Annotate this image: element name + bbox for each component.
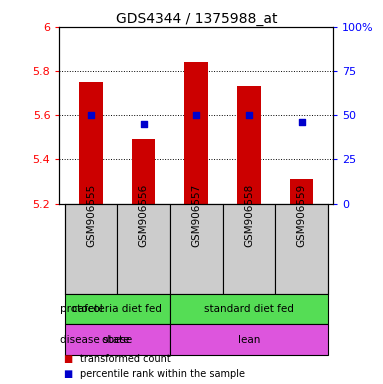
- Bar: [170, 294, 328, 324]
- Bar: [185, 62, 208, 204]
- Point: [299, 119, 305, 125]
- Text: lean: lean: [238, 335, 260, 345]
- Text: GSM906556: GSM906556: [139, 184, 149, 247]
- Bar: [237, 86, 261, 204]
- Bar: [170, 204, 223, 294]
- Text: GSM906559: GSM906559: [296, 184, 307, 247]
- Point: [246, 112, 252, 118]
- Bar: [275, 204, 328, 294]
- Text: disease state: disease state: [61, 335, 130, 345]
- Text: cafeteria diet fed: cafeteria diet fed: [72, 304, 162, 314]
- Bar: [65, 204, 117, 294]
- Bar: [117, 204, 170, 294]
- Bar: [65, 294, 170, 324]
- Text: GSM906555: GSM906555: [86, 184, 96, 247]
- Text: ■: ■: [63, 369, 72, 379]
- Text: GSM906557: GSM906557: [191, 184, 201, 247]
- Text: standard diet fed: standard diet fed: [204, 304, 294, 314]
- Bar: [79, 82, 103, 204]
- Text: percentile rank within the sample: percentile rank within the sample: [80, 369, 246, 379]
- Bar: [170, 324, 328, 355]
- Bar: [132, 139, 155, 204]
- Point: [193, 112, 200, 118]
- Bar: [290, 179, 313, 204]
- Title: GDS4344 / 1375988_at: GDS4344 / 1375988_at: [116, 12, 277, 26]
- Bar: [223, 204, 275, 294]
- Point: [88, 112, 94, 118]
- Text: ■: ■: [63, 354, 72, 364]
- Point: [141, 121, 147, 127]
- Text: protocol: protocol: [61, 304, 103, 314]
- Bar: [65, 324, 170, 355]
- Text: GSM906558: GSM906558: [244, 184, 254, 247]
- Polygon shape: [82, 331, 88, 349]
- Text: obese: obese: [101, 335, 133, 345]
- Polygon shape: [82, 300, 88, 318]
- Text: transformed count: transformed count: [80, 354, 171, 364]
